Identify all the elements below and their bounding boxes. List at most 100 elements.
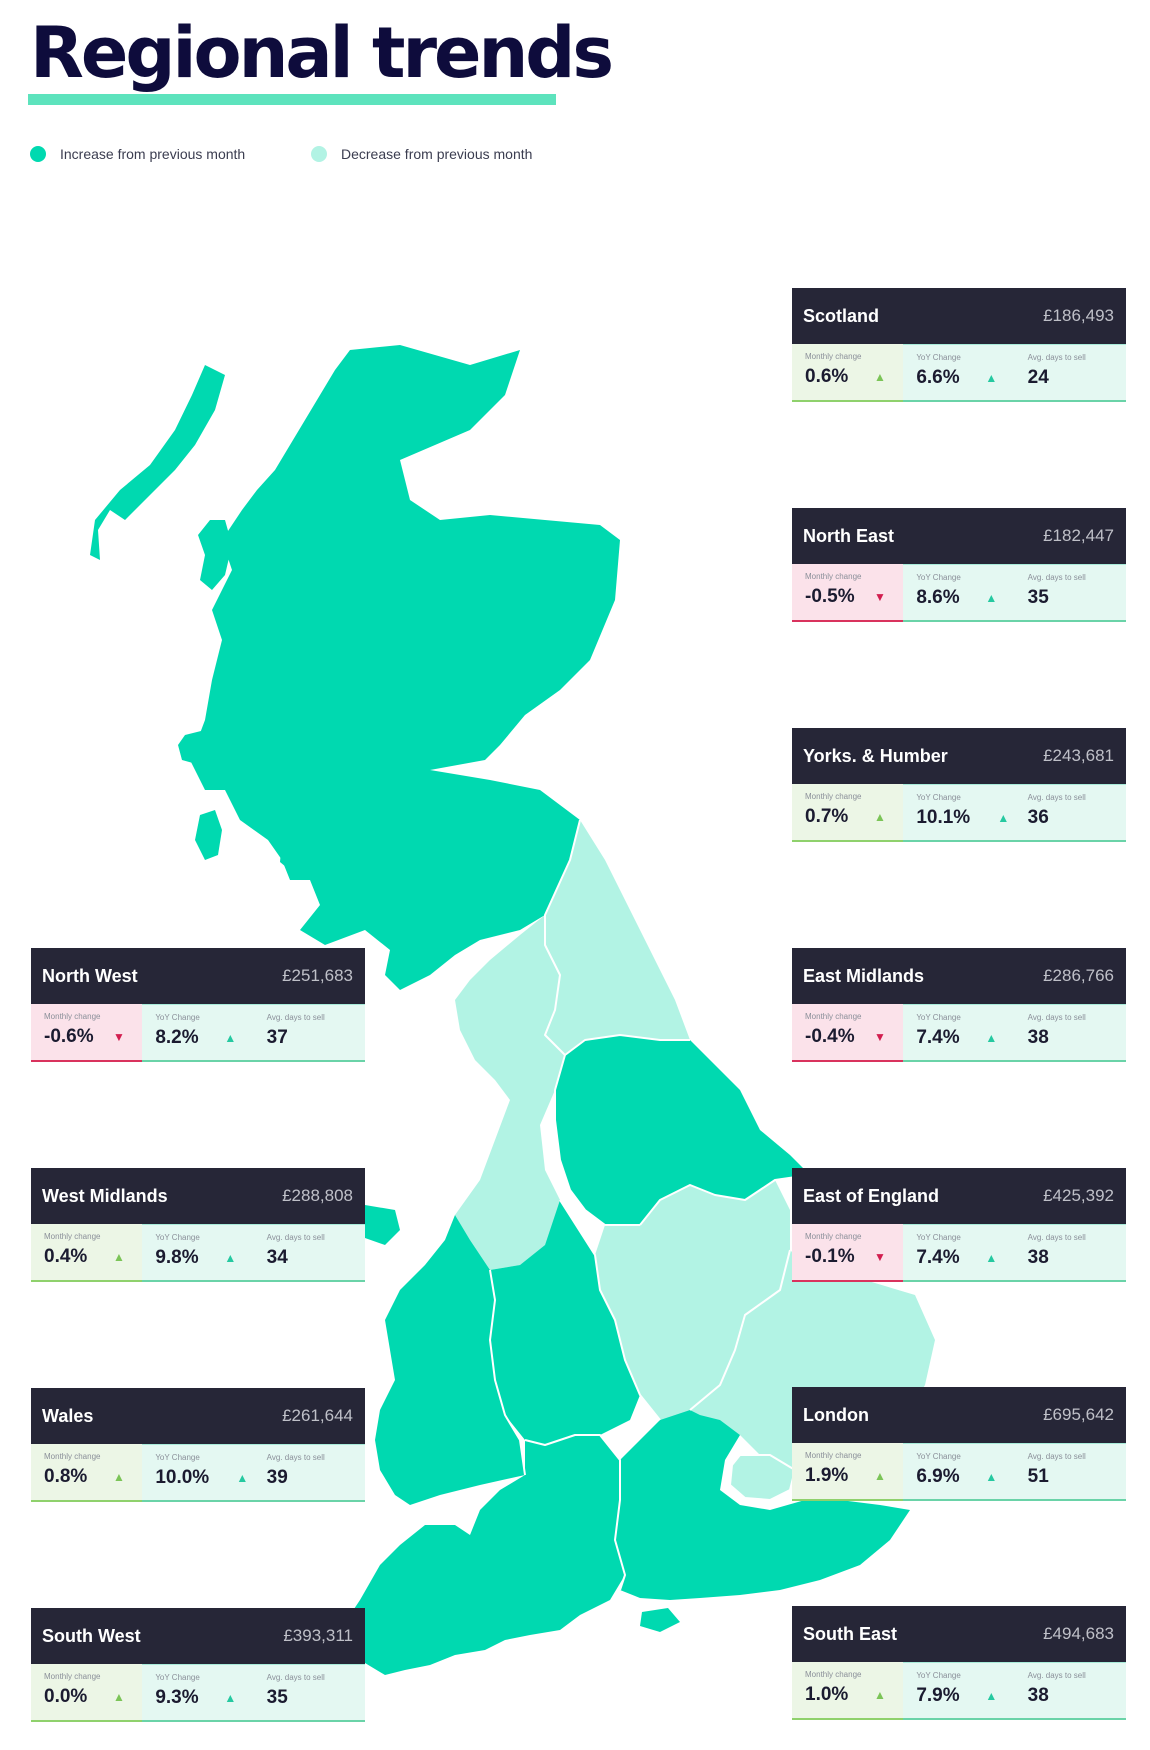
monthly-change-cell: Monthly change -0.1% ▼ [792,1224,904,1282]
card-header: Scotland £186,493 [792,288,1126,344]
region-card-south-west[interactable]: South West £393,311 Monthly change 0.0% … [31,1608,365,1724]
avg-days-label: Avg. days to sell [1027,1452,1086,1461]
region-card-london[interactable]: London £695,642 Monthly change 1.9% ▲ Yo… [792,1387,1126,1503]
yoy-change-cell: YoY Change 9.8% ▲ [142,1224,254,1282]
region-name: West Midlands [42,1185,168,1206]
avg-days-label: Avg. days to sell [1027,793,1086,802]
region-avg-price: £288,808 [282,1186,353,1205]
region-london[interactable] [730,1455,795,1500]
monthly-change-value: 0.0% [44,1686,88,1707]
yoy-change-value: 6.6% [916,367,960,388]
region-east-midlands[interactable] [595,1180,790,1420]
avg-days-cell: Avg. days to sell 34 [253,1224,365,1282]
region-avg-price: £243,681 [1043,746,1114,765]
region-name: North West [42,965,138,986]
card-header: North West £251,683 [31,948,365,1004]
region-avg-price: £494,683 [1043,1624,1114,1643]
arrow-up-icon: ▲ [985,1251,998,1265]
monthly-change-value: 0.6% [805,366,849,387]
region-card-east-of-england[interactable]: East of England £425,392 Monthly change … [792,1168,1126,1284]
card-stats: Monthly change 1.0% ▲ YoY Change 7.9% ▲ … [792,1662,1126,1720]
region-north-west[interactable] [455,915,565,1270]
avg-days-cell: Avg. days to sell 37 [253,1004,365,1062]
card-header: North East £182,447 [792,508,1126,564]
region-south-west[interactable] [340,1435,625,1675]
avg-days-value: 51 [1027,1466,1049,1487]
monthly-change-cell: Monthly change -0.4% ▼ [792,1004,904,1062]
monthly-change-cell: Monthly change -0.5% ▼ [792,564,904,622]
region-card-west-midlands[interactable]: West Midlands £288,808 Monthly change 0.… [31,1168,365,1284]
card-stats: Monthly change -0.6% ▼ YoY Change 8.2% ▲… [31,1004,365,1062]
arrow-down-icon: ▼ [874,590,886,604]
yoy-change-value: 7.4% [916,1247,960,1268]
yoy-change-value: 9.3% [155,1687,199,1708]
avg-days-cell: Avg. days to sell 24 [1014,344,1126,402]
title-underline [28,94,556,105]
arrow-up-icon: ▲ [997,811,1010,825]
region-card-north-east[interactable]: North East £182,447 Monthly change -0.5%… [792,508,1126,624]
monthly-change-value: -0.5% [805,586,855,607]
yoy-change-value: 10.1% [916,807,971,828]
region-avg-price: £182,447 [1043,526,1114,545]
monthly-change-label: Monthly change [44,1452,101,1461]
yoy-change-cell: YoY Change 9.3% ▲ [142,1664,254,1722]
region-card-yorks-humber[interactable]: Yorks. & Humber £243,681 Monthly change … [792,728,1126,844]
region-avg-price: £393,311 [283,1626,353,1645]
region-boundaries [489,819,811,1591]
arrow-down-icon: ▼ [113,1030,125,1044]
yoy-change-cell: YoY Change 6.6% ▲ [903,344,1015,402]
yoy-change-label: YoY Change [155,1673,200,1682]
yoy-change-label: YoY Change [916,573,961,582]
region-name: East Midlands [803,965,925,986]
region-wales-anglesey [360,1205,400,1245]
avg-days-cell: Avg. days to sell 38 [1014,1224,1126,1282]
arrow-up-icon: ▲ [985,1689,998,1703]
page-title: Regional trends [30,12,614,94]
yoy-change-label: YoY Change [155,1453,200,1462]
region-scotland-islay [195,810,222,860]
monthly-change-label: Monthly change [805,572,862,581]
region-wales[interactable] [375,1215,525,1505]
monthly-change-cell: Monthly change 0.8% ▲ [31,1444,143,1502]
legend-item-increase: Increase from previous month [30,146,245,162]
monthly-change-cell: Monthly change 0.6% ▲ [792,344,904,402]
card-stats: Monthly change 0.6% ▲ YoY Change 6.6% ▲ … [792,344,1126,402]
avg-days-cell: Avg. days to sell 38 [1014,1004,1126,1062]
region-south-east[interactable] [615,1410,910,1600]
region-card-east-midlands[interactable]: East Midlands £286,766 Monthly change -0… [792,948,1126,1064]
region-card-scotland[interactable]: Scotland £186,493 Monthly change 0.6% ▲ … [792,288,1126,404]
yoy-change-value: 10.0% [155,1467,210,1488]
yoy-change-value: 7.9% [916,1685,960,1706]
region-card-wales[interactable]: Wales £261,644 Monthly change 0.8% ▲ YoY… [31,1388,365,1504]
avg-days-label: Avg. days to sell [266,1013,325,1022]
region-yorkshire-humber[interactable] [555,1035,810,1225]
card-stats: Monthly change 1.9% ▲ YoY Change 6.9% ▲ … [792,1443,1126,1501]
avg-days-value: 34 [266,1247,288,1268]
monthly-change-value: 1.9% [805,1465,849,1486]
region-card-north-west[interactable]: North West £251,683 Monthly change -0.6%… [31,948,365,1064]
region-scotland-outer-hebrides [90,365,225,560]
avg-days-value: 38 [1027,1685,1049,1706]
region-scotland[interactable] [190,345,620,990]
monthly-change-label: Monthly change [805,1012,862,1021]
monthly-change-cell: Monthly change 0.0% ▲ [31,1664,143,1722]
decrease-swatch-icon [311,146,327,162]
arrow-up-icon: ▲ [874,810,886,824]
avg-days-cell: Avg. days to sell 38 [1014,1662,1126,1720]
monthly-change-value: -0.4% [805,1026,855,1047]
card-header: South East £494,683 [792,1606,1126,1662]
region-card-south-east[interactable]: South East £494,683 Monthly change 1.0% … [792,1606,1126,1722]
arrow-up-icon: ▲ [874,370,886,384]
avg-days-value: 39 [266,1467,288,1488]
avg-days-cell: Avg. days to sell 36 [1014,784,1126,842]
arrow-up-icon: ▲ [985,591,998,605]
arrow-up-icon: ▲ [985,1470,998,1484]
yoy-change-label: YoY Change [916,1013,961,1022]
yoy-change-label: YoY Change [916,1671,961,1680]
yoy-change-value: 6.9% [916,1466,960,1487]
region-north-east[interactable] [545,820,690,1055]
region-scotland-skye [198,520,232,590]
region-west-midlands[interactable] [490,1200,640,1445]
avg-days-value: 35 [266,1687,288,1708]
avg-days-cell: Avg. days to sell 35 [1014,564,1126,622]
